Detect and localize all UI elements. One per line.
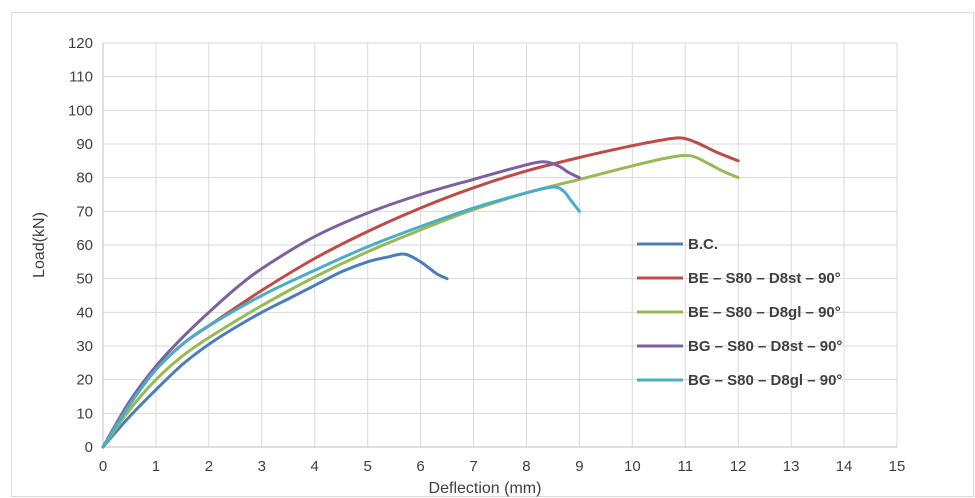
x-tick-label: 9 bbox=[575, 458, 583, 475]
x-tick-label: 10 bbox=[624, 458, 641, 475]
legend-label: BE – S80 – D8gl – 90° bbox=[688, 304, 841, 321]
legend-label: BG – S80 – D8st – 90° bbox=[688, 338, 842, 355]
y-tick-labels: 0 10 20 30 40 50 60 70 80 90 100 110 120 bbox=[68, 35, 93, 456]
y-tick-label: 60 bbox=[76, 237, 93, 254]
series-line-1 bbox=[101, 252, 449, 449]
x-tick-label: 7 bbox=[469, 458, 477, 475]
x-axis-title: Deflection (mm) bbox=[429, 480, 542, 497]
y-tick-label: 110 bbox=[69, 69, 93, 86]
y-tick-label: 70 bbox=[76, 203, 93, 220]
y-tick-label: 30 bbox=[76, 338, 93, 355]
y-tick-label: 0 bbox=[85, 439, 93, 456]
x-tick-labels: 0 1 2 3 4 5 6 7 8 9 10 11 12 13 14 15 bbox=[99, 458, 906, 475]
legend: B.C. BE – S80 – D8st – 90° BE – S80 – D8gl… bbox=[637, 236, 842, 389]
y-tick-label: 50 bbox=[76, 271, 93, 288]
series-line-5 bbox=[101, 185, 581, 449]
x-tick-label: 6 bbox=[416, 458, 424, 475]
y-tick-label: 90 bbox=[76, 136, 93, 153]
x-tick-label: 0 bbox=[99, 458, 107, 475]
x-tick-label: 8 bbox=[522, 458, 530, 475]
x-tick-label: 13 bbox=[783, 458, 800, 475]
series-line-4 bbox=[101, 160, 581, 449]
axes bbox=[102, 43, 897, 448]
chart-frame bbox=[11, 12, 974, 497]
x-tick-label: 15 bbox=[889, 458, 906, 475]
legend-label: B.C. bbox=[688, 236, 718, 253]
series-line-3 bbox=[101, 153, 740, 449]
x-tick-label: 14 bbox=[836, 458, 853, 475]
legend-item-2: BE – S80 – D8st – 90° bbox=[637, 270, 841, 287]
x-tick-label: 11 bbox=[677, 458, 693, 475]
x-tick-label: 2 bbox=[205, 458, 213, 475]
legend-item-1: B.C. bbox=[637, 236, 718, 253]
y-tick-label: 40 bbox=[76, 304, 93, 321]
y-tick-label: 80 bbox=[76, 170, 93, 187]
x-tick-label: 4 bbox=[311, 458, 319, 475]
y-axis-title: Load(kN) bbox=[31, 212, 48, 278]
x-tick-label: 5 bbox=[363, 458, 371, 475]
x-tick-label: 12 bbox=[730, 458, 747, 475]
legend-item-3: BE – S80 – D8gl – 90° bbox=[637, 304, 841, 321]
x-tick-label: 3 bbox=[258, 458, 266, 475]
y-tick-label: 20 bbox=[76, 372, 93, 389]
legend-label: BE – S80 – D8st – 90° bbox=[688, 270, 841, 287]
x-tick-label: 1 bbox=[152, 458, 160, 475]
series-lines bbox=[101, 136, 740, 449]
y-tick-label: 120 bbox=[68, 35, 93, 52]
legend-item-4: BG – S80 – D8st – 90° bbox=[637, 338, 842, 355]
legend-label: BG – S80 – D8gl – 90° bbox=[688, 372, 842, 389]
legend-item-5: BG – S80 – D8gl – 90° bbox=[637, 372, 842, 389]
gridlines bbox=[103, 42, 898, 447]
y-tick-label: 10 bbox=[76, 405, 93, 422]
y-tick-label: 100 bbox=[68, 102, 93, 119]
